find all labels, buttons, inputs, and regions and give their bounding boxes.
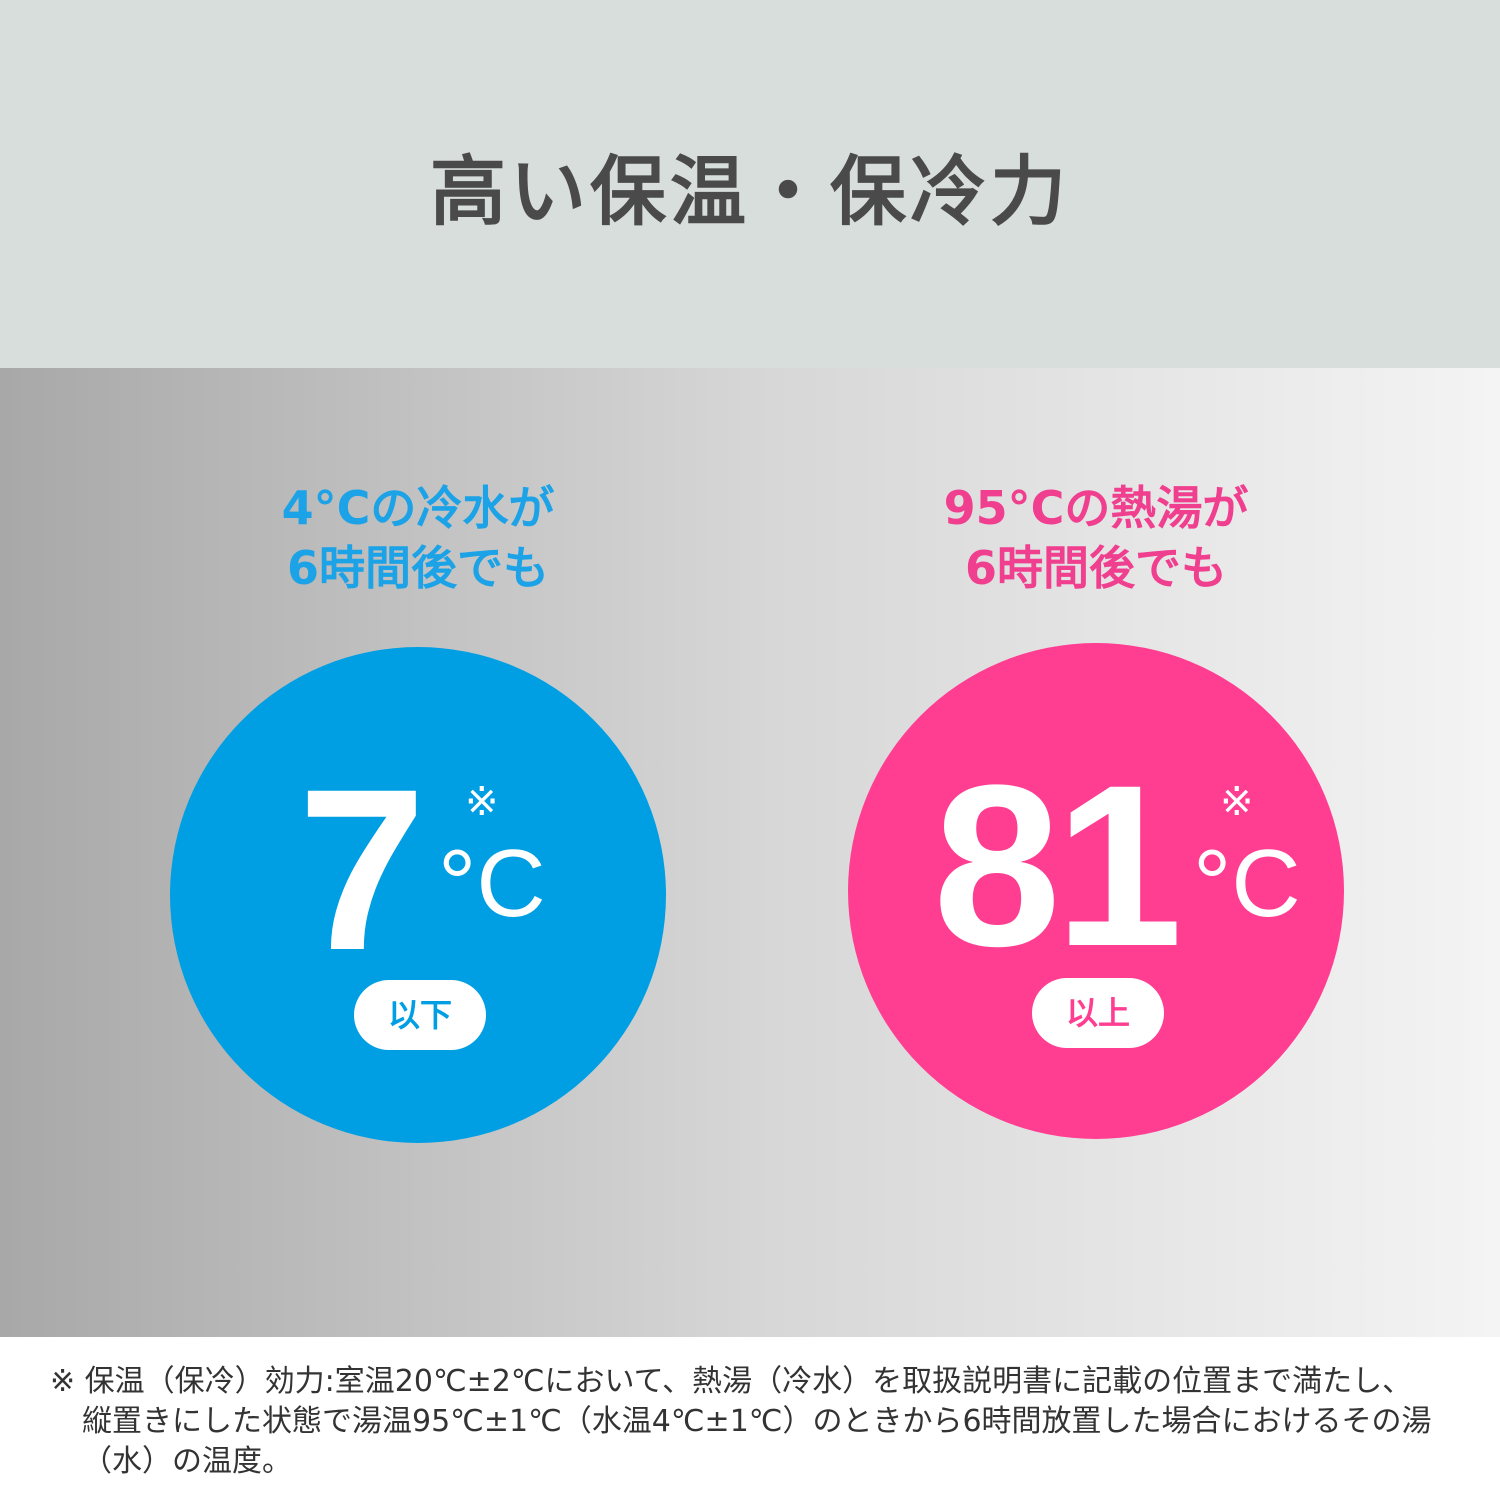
comparison-panel: 4°Cの冷水が 6時間後でも 95°Cの熱湯が 6時間後でも 7 ※ °C 以下… <box>0 368 1500 1337</box>
cold-note-mark: ※ <box>465 779 499 825</box>
hot-unit: °C <box>1193 830 1301 937</box>
page-title: 高い保温・保冷力 <box>430 147 1070 236</box>
title-band: 高い保温・保冷力 <box>0 0 1500 368</box>
hot-heading-line1: 95°Cの熱湯が <box>943 481 1249 535</box>
hot-heading-line2: 6時間後でも <box>964 541 1227 595</box>
footnote: ※ 保温（保冷）効力:室温20℃±2℃において、熱湯（冷水）を取扱説明書に記載の… <box>50 1362 1470 1482</box>
cold-qualifier-badge: 以下 <box>354 980 486 1050</box>
cold-heading-line2: 6時間後でも <box>286 541 549 595</box>
cold-heading-line1: 4°Cの冷水が <box>281 481 555 535</box>
footnote-line3: （水）の温度。 <box>82 1444 292 1479</box>
cold-heading: 4°Cの冷水が 6時間後でも <box>118 478 718 598</box>
footnote-line1: ※ 保温（保冷）効力:室温20℃±2℃において、熱湯（冷水）を取扱説明書に記載の… <box>50 1364 1413 1399</box>
cold-unit: °C <box>438 830 546 937</box>
cold-circle: 7 ※ °C 以下 <box>170 647 666 1143</box>
cold-value: 7 <box>298 741 426 998</box>
hot-qualifier-badge: 以上 <box>1032 978 1164 1048</box>
footnote-line2: 縦置きにした状態で湯温95℃±1℃（水温4℃±1℃）のときから6時間放置した場合… <box>82 1404 1432 1439</box>
hot-circle: 81 ※ °C 以上 <box>848 643 1344 1139</box>
hot-heading: 95°Cの熱湯が 6時間後でも <box>796 478 1396 598</box>
hot-note-mark: ※ <box>1220 779 1254 825</box>
hot-value: 81 <box>933 737 1183 994</box>
